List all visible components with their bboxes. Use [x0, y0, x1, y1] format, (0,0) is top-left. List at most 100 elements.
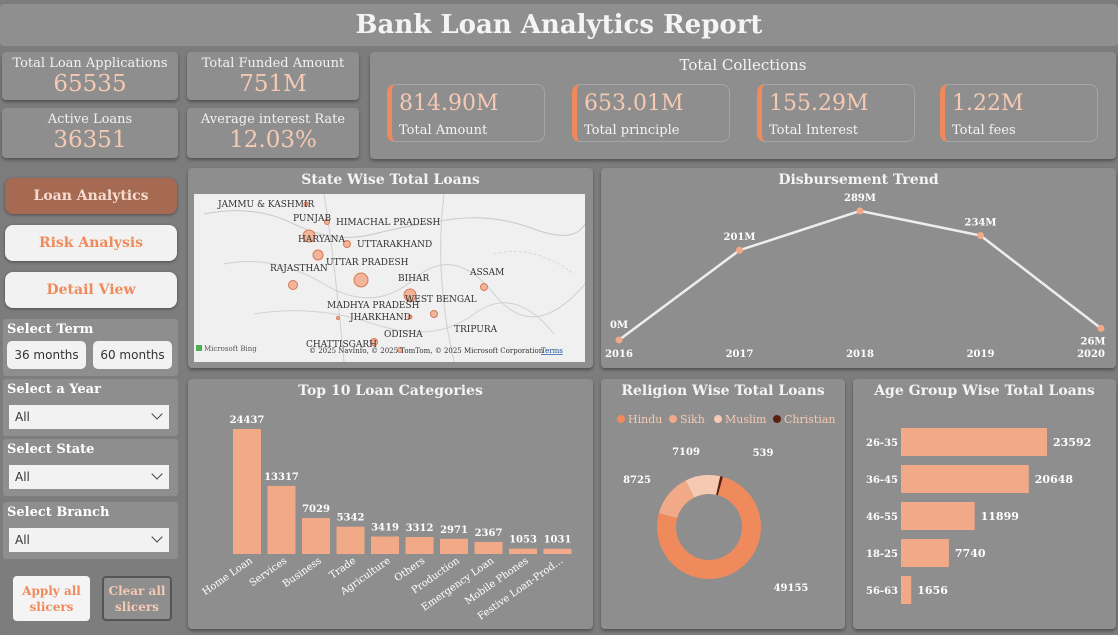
legend-label: Hindu [628, 413, 662, 426]
map-label: RAJASTHAN [270, 264, 328, 274]
map-label: JHARKHAND [349, 313, 411, 323]
chevron-down-icon [151, 408, 163, 420]
collections-title: Total Collections [679, 56, 807, 74]
category-bar [371, 536, 399, 554]
legend-marker [669, 415, 677, 423]
age-group-chart: 26-35 23592 36-45 20648 46-55 11899 18-25 7740 5… [866, 428, 1091, 604]
map-bubble[interactable] [288, 280, 298, 290]
trend-data-label: 234M [965, 217, 997, 228]
map-label: WEST BENGAL [405, 295, 477, 305]
map-bubble[interactable] [353, 272, 369, 288]
age-bar [901, 539, 949, 567]
slicer-title: Select Branch [7, 505, 110, 520]
nav-risk-analysis-button[interactable]: Risk Analysis [5, 225, 177, 261]
trend-data-label: 0M [610, 320, 628, 331]
map-bubble[interactable] [303, 201, 309, 207]
nav-loan-analytics-button[interactable]: Loan Analytics [5, 178, 177, 214]
category-data-label: 3419 [371, 523, 399, 534]
map-bubble[interactable] [403, 288, 417, 302]
clear-all-slicers-button[interactable]: Clear all slicers [102, 576, 172, 621]
age-bar [901, 576, 912, 604]
map-bubble[interactable] [312, 249, 324, 261]
map-bubble[interactable] [324, 219, 330, 225]
kpi-total-applications: Total Loan Applications 65535 [2, 52, 178, 100]
slicer-title: Select State [7, 442, 95, 457]
report-title-bar: Bank Loan Analytics Report [0, 4, 1118, 46]
legend-marker [714, 415, 722, 423]
trend-x-tick: 2017 [726, 349, 754, 360]
trend-point [856, 207, 864, 215]
map-attribution: © 2025 NavInfo, © 2025 TomTom, © 2025 Mi… [309, 347, 544, 355]
category-data-label: 2367 [475, 528, 503, 539]
category-bar [336, 526, 365, 554]
age-data-label: 11899 [981, 510, 1019, 523]
loan-categories-panel: Top 10 Loan Categories 24437 Home Loan 133… [188, 379, 593, 629]
slicer-title: Select a Year [7, 382, 101, 397]
term-60-button[interactable]: 60 months [93, 341, 172, 369]
branch-dropdown[interactable]: All [9, 528, 169, 552]
map-bubble[interactable] [370, 338, 378, 346]
religion-slice [685, 475, 721, 498]
category-data-label: 3312 [406, 523, 434, 534]
category-bar [509, 548, 537, 554]
trend-x-tick: 2018 [846, 349, 874, 360]
age-group-panel: Age Group Wise Total Loans 26-35 23592 36-… [853, 379, 1116, 629]
state-dropdown[interactable]: All [9, 465, 169, 489]
map-label: UTTAR PRADESH [326, 258, 409, 268]
map-label: ASSAM [469, 268, 504, 278]
kpi-active-loans: Active Loans 36351 [2, 108, 178, 158]
trend-data-label: 201M [724, 232, 756, 243]
state-map[interactable]: JAMMU & KASHMIR PUNJAB HIMACHAL PRADESH … [194, 194, 585, 362]
age-title: Age Group Wise Total Loans [874, 383, 1095, 399]
category-data-label: 24437 [230, 415, 265, 426]
nav-detail-view-button[interactable]: Detail View [5, 272, 177, 308]
apply-all-slicers-button[interactable]: Apply all slicers [13, 576, 90, 621]
term-36-button[interactable]: 36 months [7, 341, 86, 369]
age-bar [901, 465, 1029, 493]
trend-point [615, 336, 623, 344]
kpi-value: 65535 [53, 71, 127, 97]
trend-x-tick: 2019 [967, 349, 995, 360]
category-bar [543, 548, 572, 554]
map-title: State Wise Total Loans [301, 172, 480, 188]
trend-data-label: 26M [1081, 336, 1106, 347]
map-label: BIHAR [398, 274, 430, 284]
category-bar [233, 429, 261, 554]
map-bubble[interactable] [343, 240, 351, 248]
religion-slice [658, 480, 695, 519]
map-bubble[interactable] [407, 314, 413, 320]
collection-value: 814.90M [399, 91, 499, 116]
collection-label: Total principle [584, 123, 680, 138]
legend-label: Muslim [725, 413, 767, 426]
dropdown-value: All [15, 470, 30, 484]
branch-slicer: Select Branch All [3, 502, 178, 559]
categories-title: Top 10 Loan Categories [298, 383, 483, 399]
collection-label: Total Amount [399, 123, 488, 138]
trend-x-tick: 2016 [605, 349, 633, 360]
map-bubble[interactable] [480, 283, 488, 291]
map-brand: Microsoft Bing [204, 345, 257, 353]
collection-card: 1.22M Total fees [940, 84, 1098, 142]
map-bubble[interactable] [430, 310, 438, 318]
map-bubble[interactable] [336, 316, 340, 320]
trend-line [618, 209, 1102, 342]
map-bubble[interactable] [302, 229, 316, 243]
kpi-value: 36351 [53, 127, 127, 153]
age-data-label: 20648 [1035, 473, 1074, 486]
kpi-label: Active Loans [47, 112, 133, 127]
disbursement-trend-panel: Disbursement Trend 0M 2016 201M 2017 289M 201… [601, 168, 1116, 368]
category-tick-label: Home Loan [201, 555, 256, 598]
map-terms-link[interactable]: Terms [541, 347, 563, 355]
map-bubble[interactable] [397, 347, 403, 353]
collection-card: 814.90M Total Amount [387, 84, 545, 142]
age-bar [901, 428, 1047, 456]
category-data-label: 1031 [544, 535, 572, 546]
kpi-label: Total Loan Applications [12, 56, 168, 71]
year-dropdown[interactable]: All [9, 405, 169, 429]
age-data-label: 1656 [917, 584, 948, 597]
religion-data-label: 7109 [672, 447, 700, 458]
kpi-value: 751M [239, 71, 307, 97]
state-slicer: Select State All [3, 439, 178, 496]
slicer-title: Select Term [7, 322, 94, 337]
